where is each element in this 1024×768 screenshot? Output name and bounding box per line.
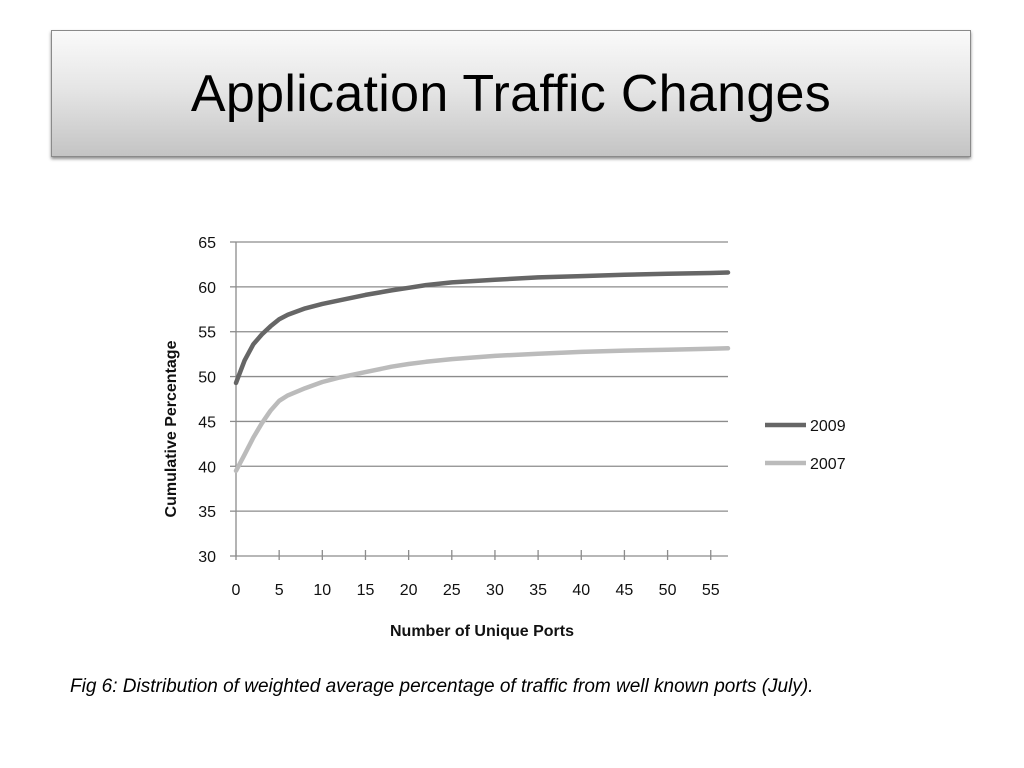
y-tick-label: 60: [198, 280, 216, 297]
x-tick-label: 40: [572, 582, 590, 599]
x-tick-label: 5: [275, 582, 284, 599]
x-tick-label: 10: [313, 582, 331, 599]
figure-caption: Fig 6: Distribution of weighted average …: [70, 676, 814, 697]
y-tick-label: 30: [198, 549, 216, 566]
y-tick-label: 40: [198, 459, 216, 476]
series-line-2009: [233, 270, 731, 386]
x-tick-label: 45: [616, 582, 634, 599]
x-tick-label: 50: [659, 582, 677, 599]
y-tick-label: 55: [198, 325, 216, 342]
series-line-2007: [233, 346, 731, 474]
slide-title: Application Traffic Changes: [190, 64, 832, 123]
x-tick-label: 20: [400, 582, 418, 599]
x-tick-label: 15: [357, 582, 375, 599]
y-axis-title: Cumulative Percentage: [163, 340, 180, 517]
y-tick-label: 50: [198, 370, 216, 387]
legend-label-2009: 2009: [810, 418, 846, 435]
x-axis-title: Number of Unique Ports: [390, 623, 574, 640]
y-tick-label: 65: [198, 235, 216, 252]
y-tick-label: 35: [198, 504, 216, 521]
x-tick-label: 35: [529, 582, 547, 599]
y-tick-label: 45: [198, 414, 216, 431]
x-tick-label: 25: [443, 582, 461, 599]
x-tick-label: 55: [702, 582, 720, 599]
x-tick-label: 0: [232, 582, 241, 599]
x-tick-label: 30: [486, 582, 504, 599]
slide-title-box: Application Traffic Changes: [51, 30, 971, 157]
legend-label-2007: 2007: [810, 456, 846, 473]
